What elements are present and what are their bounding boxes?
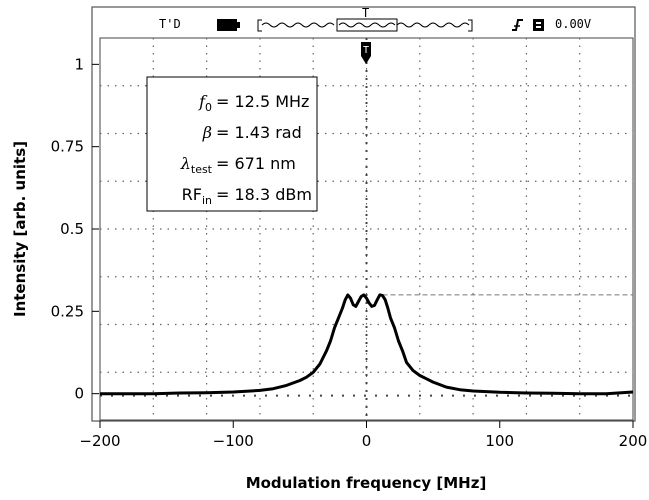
trigger-marker-label: T: [362, 6, 369, 20]
x-tick-label: −100: [213, 432, 254, 450]
x-tick-label: 100: [485, 432, 514, 450]
y-tick-label: 0: [74, 385, 84, 403]
param-value: = 1.43 rad: [216, 123, 302, 142]
channel-box-icon: [533, 19, 544, 31]
scope-header-left: T'D: [159, 17, 181, 31]
y-tick-label: 0.5: [60, 220, 84, 238]
x-axis-label: Modulation frequency [MHz]: [246, 474, 487, 492]
param-value: = 671 nm: [216, 154, 296, 173]
y-axis-label: Intensity [arb. units]: [11, 141, 29, 317]
param-value: = 12.5 MHz: [216, 92, 309, 111]
x-tick-label: 0: [362, 432, 372, 450]
trigger-position-icon: T: [361, 42, 371, 64]
scope-voltage-readout: 0.00V: [555, 17, 591, 31]
trigger-position-bar: T: [257, 6, 473, 32]
grid: [100, 38, 633, 420]
y-axis-ticks: 0 0.25 0.5 0.75 1: [51, 55, 99, 403]
x-tick-label: −200: [79, 432, 120, 450]
plot-frame: [91, 6, 636, 422]
x-tick-label: 200: [619, 432, 648, 450]
param-symbol: β: [202, 123, 212, 142]
x-axis-ticks: −200 −100 0 100 200: [79, 421, 647, 450]
battery-icon: [217, 19, 240, 31]
y-tick-label: 0.75: [51, 138, 84, 156]
param-value: = 18.3 dBm: [216, 185, 312, 204]
y-tick-label: 1: [74, 55, 84, 73]
svg-text:T: T: [363, 45, 369, 56]
trigger-edge-icon: [512, 19, 523, 31]
intensity-trace: [100, 293, 634, 396]
scope-header: T'D T 0.00V: [159, 6, 591, 32]
y-tick-label: 0.25: [51, 302, 84, 320]
